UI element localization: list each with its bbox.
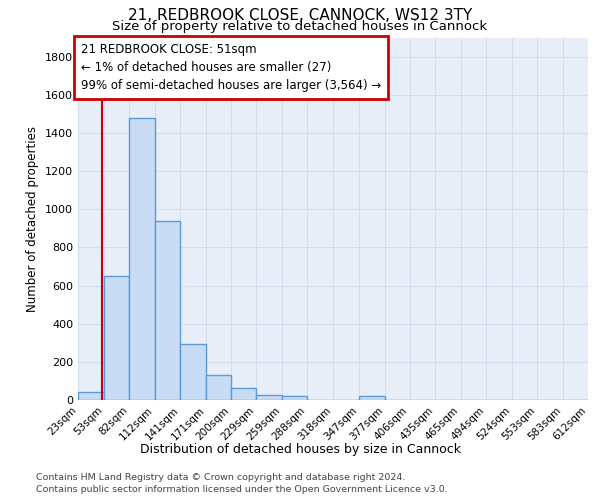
Bar [180, 344, 206, 400]
Bar [256, 395, 283, 400]
Text: Size of property relative to detached houses in Cannock: Size of property relative to detached ho… [112, 20, 488, 33]
Text: 21 REDBROOK CLOSE: 51sqm
← 1% of detached houses are smaller (27)
99% of semi-de: 21 REDBROOK CLOSE: 51sqm ← 1% of detache… [80, 43, 381, 92]
Text: Distribution of detached houses by size in Cannock: Distribution of detached houses by size … [139, 442, 461, 456]
Text: 21, REDBROOK CLOSE, CANNOCK, WS12 3TY: 21, REDBROOK CLOSE, CANNOCK, WS12 3TY [128, 8, 472, 22]
Bar [78, 392, 104, 400]
Bar [155, 220, 180, 400]
Bar [231, 388, 256, 400]
Text: Contains HM Land Registry data © Crown copyright and database right 2024.: Contains HM Land Registry data © Crown c… [36, 472, 406, 482]
Bar [359, 396, 385, 400]
Bar [104, 276, 129, 400]
Bar [283, 396, 307, 400]
Y-axis label: Number of detached properties: Number of detached properties [26, 126, 40, 312]
Text: Contains public sector information licensed under the Open Government Licence v3: Contains public sector information licen… [36, 485, 448, 494]
Bar [206, 375, 231, 400]
Bar [129, 118, 155, 400]
